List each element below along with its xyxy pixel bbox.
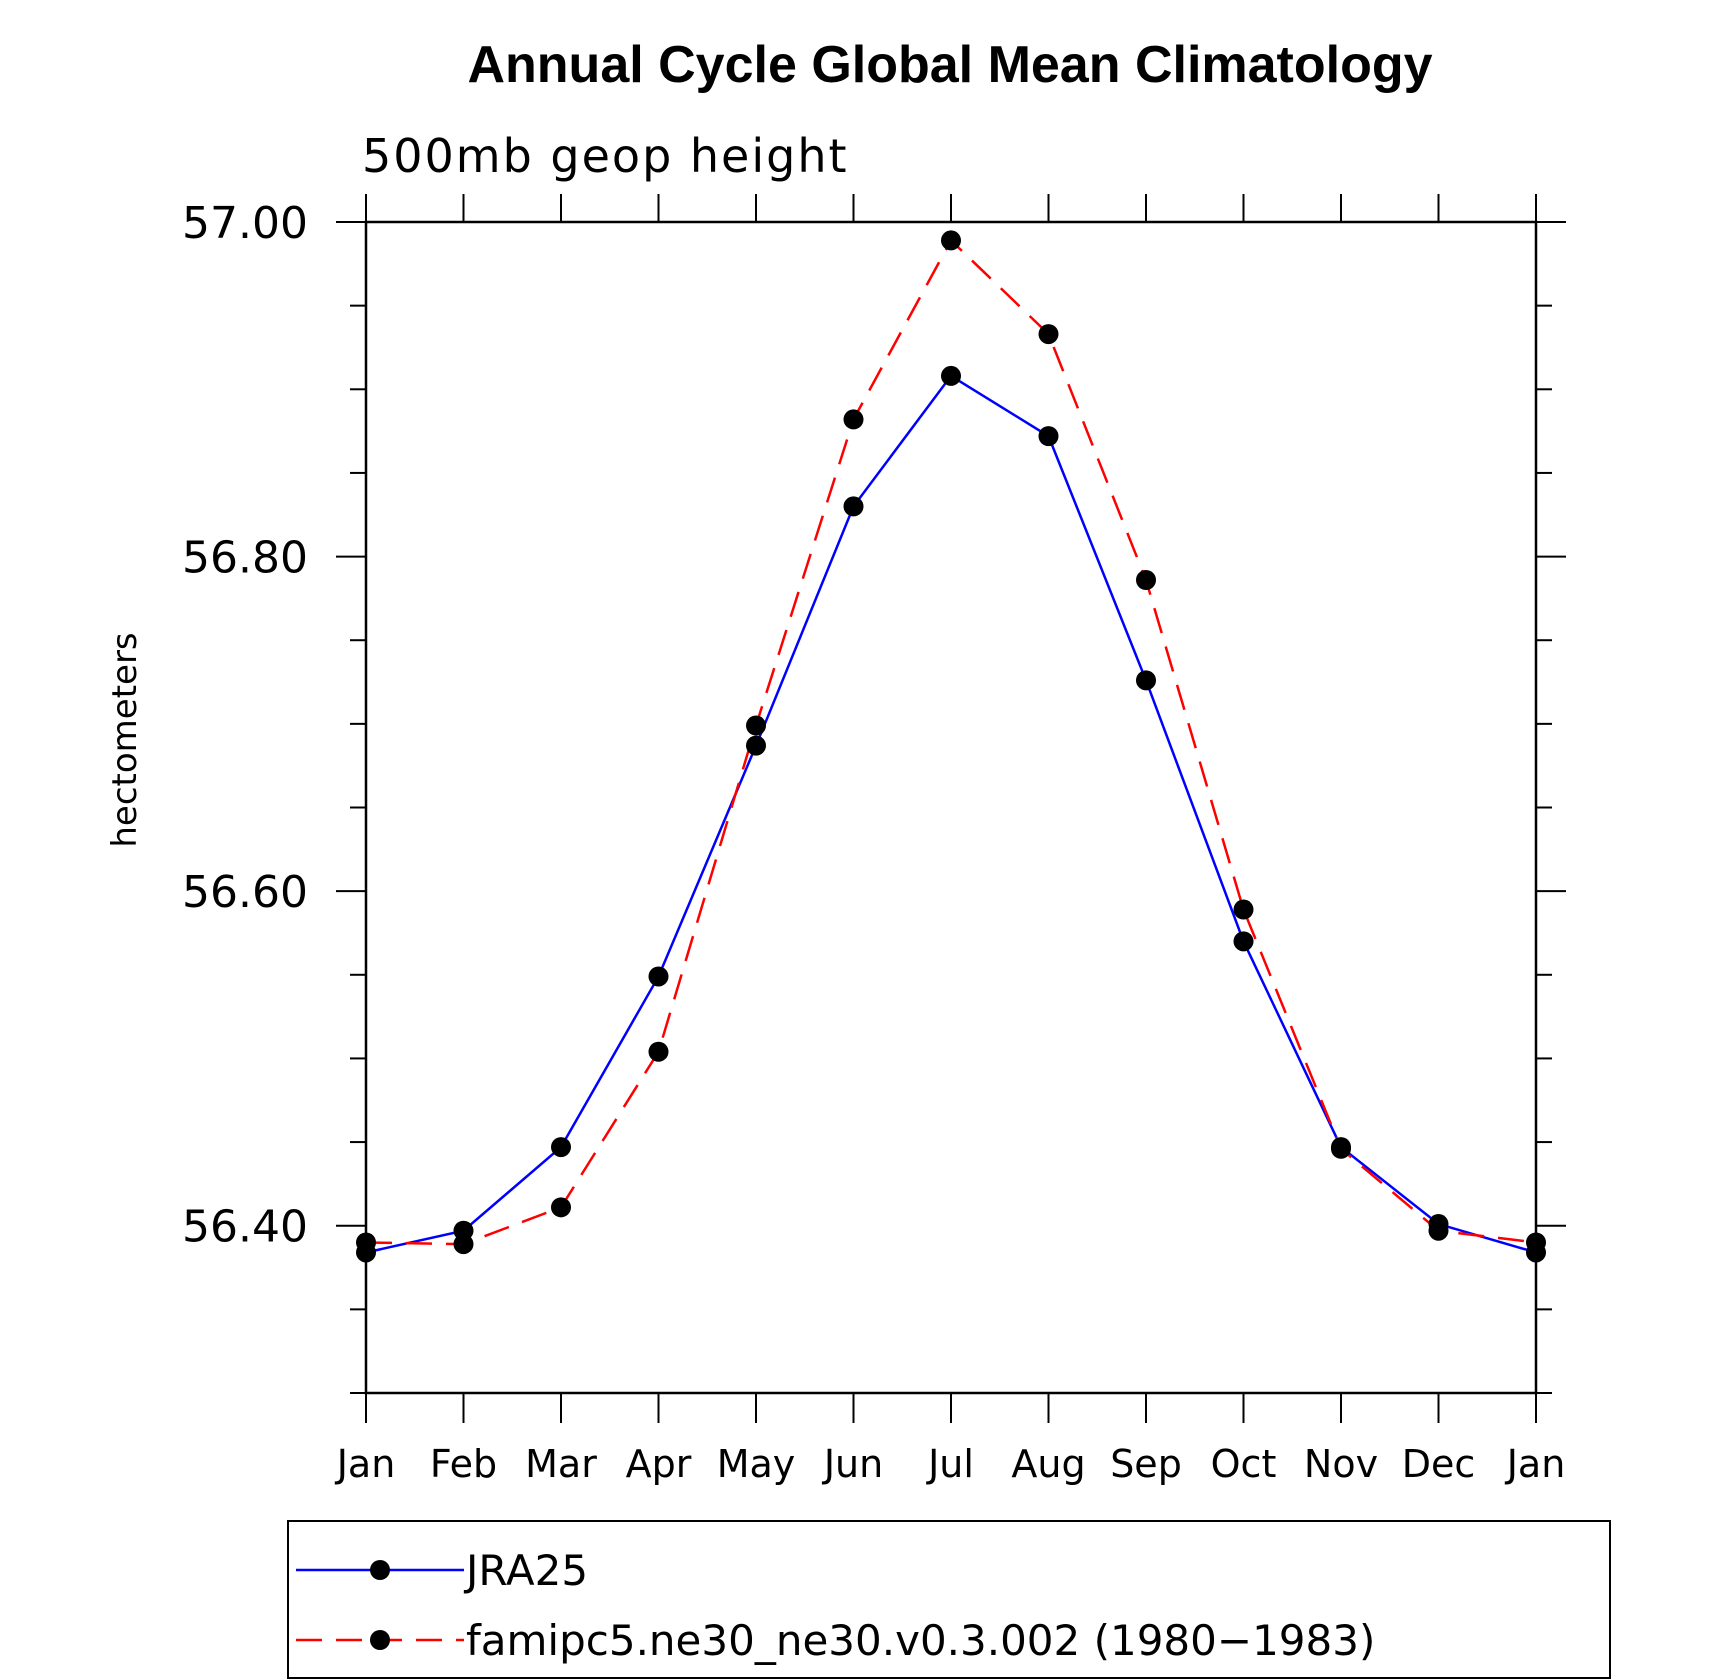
series-line-0 bbox=[365, 374, 1537, 1254]
legend-box bbox=[287, 1520, 1611, 1679]
series-0-point bbox=[843, 496, 864, 517]
series-1-point bbox=[941, 230, 961, 251]
plot-frame bbox=[364, 220, 1538, 1395]
y-tick-label: 56.40 bbox=[182, 1202, 308, 1253]
x-tick-label: Oct bbox=[1211, 1442, 1277, 1486]
x-tick-label: May bbox=[717, 1442, 796, 1486]
x-tick-label: Apr bbox=[626, 1442, 692, 1486]
x-tick-label: Sep bbox=[1110, 1442, 1182, 1486]
series-1-point bbox=[648, 1041, 669, 1062]
series-0-point bbox=[1233, 931, 1254, 952]
series-1-point bbox=[1233, 899, 1254, 920]
x-tick-label: Jan bbox=[1505, 1442, 1566, 1486]
series-1-point bbox=[746, 715, 766, 736]
series-1-point bbox=[356, 1232, 376, 1253]
x-tick-label: Dec bbox=[1402, 1442, 1476, 1486]
x-tick-label: Mar bbox=[525, 1442, 597, 1486]
y-axis-label: hectometers bbox=[105, 632, 145, 847]
series-0-point bbox=[746, 735, 766, 756]
plot-axes bbox=[364, 220, 1538, 1395]
series-0-point bbox=[1136, 670, 1156, 691]
x-tick-label: Aug bbox=[1011, 1442, 1085, 1486]
series-line-1 bbox=[365, 238, 1537, 1246]
chart-subtitle: 500mb geop height bbox=[362, 129, 849, 183]
legend-label-famipc5: famipc5.ne30_ne30.v0.3.002 (1980−1983) bbox=[466, 1616, 1375, 1665]
series-1-point bbox=[1136, 569, 1156, 590]
x-tick-label: Jul bbox=[926, 1442, 974, 1486]
series-1-point bbox=[551, 1197, 571, 1218]
y-tick-label: 57.00 bbox=[182, 198, 308, 249]
legend-marker-jra25 bbox=[370, 1560, 390, 1580]
series-0-point bbox=[1038, 426, 1059, 447]
x-tick-label: Nov bbox=[1304, 1442, 1378, 1486]
series-1-point bbox=[1038, 324, 1059, 345]
series-1-point bbox=[1526, 1232, 1546, 1253]
series-1-point bbox=[1331, 1138, 1351, 1159]
x-tick-label: Jun bbox=[822, 1442, 883, 1486]
y-tick-label: 56.80 bbox=[182, 533, 308, 584]
x-tick-label: Feb bbox=[430, 1442, 497, 1486]
x-axis-ticks: Jan Feb Mar Apr May Jun Jul Aug Sep Oct Nov Dec Jan bbox=[335, 194, 1566, 1486]
series-0-point bbox=[941, 365, 961, 386]
x-tick-label: Jan bbox=[335, 1442, 396, 1486]
series-1-point bbox=[843, 409, 864, 430]
legend-marker-famipc5 bbox=[370, 1630, 390, 1650]
series-0-point bbox=[648, 966, 669, 987]
y-tick-label: 56.60 bbox=[182, 867, 308, 918]
chart-title: Annual Cycle Global Mean Climatology bbox=[467, 36, 1432, 94]
series-1-point bbox=[453, 1234, 474, 1255]
series-layer bbox=[356, 230, 1546, 1263]
legend-label-jra25: JRA25 bbox=[463, 1546, 588, 1595]
y-axis-ticks: 56.40 56.60 56.80 57.00 bbox=[182, 198, 1566, 1394]
legend: JRA25 famipc5.ne30_ne30.v0.3.002 (1980−1… bbox=[287, 1520, 1611, 1679]
series-0-point bbox=[551, 1137, 571, 1158]
series-1-point bbox=[1428, 1220, 1449, 1241]
